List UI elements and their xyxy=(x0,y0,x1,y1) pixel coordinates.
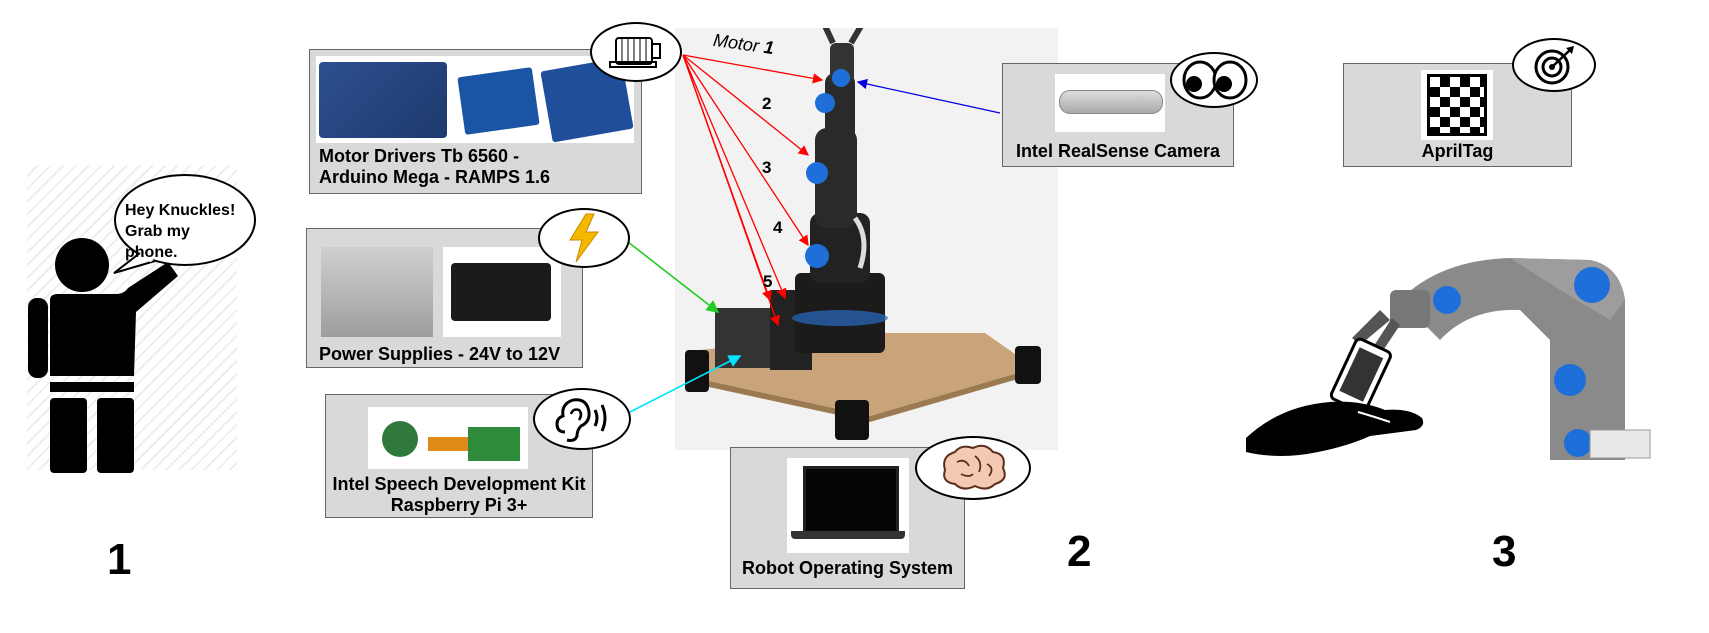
speech-kit-caption: Intel Speech Development Kit Raspberry P… xyxy=(326,474,592,516)
laptop-image xyxy=(787,458,909,553)
motor-label-3: 3 xyxy=(762,158,772,177)
handover-illustration xyxy=(1246,258,1651,460)
motor-drivers-images xyxy=(316,56,634,143)
speech-text: Hey Knuckles! Grab my phone. xyxy=(125,200,245,263)
stage-label-1: 1 xyxy=(107,535,132,584)
ear-icon-bubble xyxy=(533,388,631,450)
person-icon xyxy=(28,238,178,473)
speech-line-2: Grab my phone. xyxy=(125,223,190,261)
lightning-icon xyxy=(569,213,599,263)
motor-line-3 xyxy=(682,54,809,247)
ros-caption: Robot Operating System xyxy=(741,558,954,578)
motor-drivers-line-2: Arduino Mega - RAMPS 1.6 xyxy=(319,167,551,187)
speech-kit-line-2: Raspberry Pi 3+ xyxy=(390,495,528,515)
stage-label-3: 3 xyxy=(1492,527,1517,576)
speech-line-1: Hey Knuckles! xyxy=(125,202,236,219)
speech-bubble xyxy=(113,174,256,274)
speech-line xyxy=(629,355,742,413)
camera-box: Intel RealSense Camera xyxy=(1002,63,1234,167)
apriltag-caption: AprilTag xyxy=(1421,141,1494,161)
motor-drivers-box: Motor Drivers Tb 6560 - Arduino Mega - R… xyxy=(309,49,642,194)
power-supplies-box: Power Supplies - 24V to 12V xyxy=(306,228,583,368)
motor-drivers-caption: Motor Drivers Tb 6560 - Arduino Mega - R… xyxy=(319,146,641,188)
arduino-image xyxy=(457,67,540,135)
power-caption: Power Supplies - 24V to 12V xyxy=(319,344,561,364)
apriltag-image xyxy=(1421,70,1493,140)
apriltag-box: AprilTag xyxy=(1343,63,1572,167)
speech-kit-image xyxy=(368,407,528,469)
motor-icon xyxy=(609,37,661,68)
brain-icon xyxy=(943,444,1006,490)
brain-icon-bubble xyxy=(915,436,1031,500)
motor-drivers-line-1: Motor Drivers Tb 6560 - xyxy=(319,146,520,166)
eyes-icon xyxy=(1182,60,1248,100)
target-icon xyxy=(1534,46,1574,85)
motor-label-5: 5 xyxy=(763,272,773,291)
motor-icon-bubble xyxy=(590,22,682,82)
robot-arm-illustration xyxy=(685,28,1041,440)
power-line xyxy=(627,241,720,313)
speech-kit-line-1: Intel Speech Development Kit xyxy=(332,474,586,494)
motor-line-4 xyxy=(682,54,787,300)
psu-image-1 xyxy=(321,247,433,337)
eyes-icon-bubble xyxy=(1170,52,1258,108)
motor-line-5b xyxy=(682,54,772,302)
driver-board-image xyxy=(319,62,447,138)
ros-box: Robot Operating System xyxy=(730,447,965,589)
motor-label-2: 2 xyxy=(762,94,772,113)
camera-line xyxy=(856,78,1001,114)
motor-line-1 xyxy=(682,54,824,84)
psu-image-2 xyxy=(443,247,561,337)
camera-caption: Intel RealSense Camera xyxy=(1015,141,1221,161)
motor-line-2 xyxy=(682,54,810,156)
target-icon-bubble xyxy=(1512,38,1596,92)
stage-label-2: 2 xyxy=(1067,527,1092,576)
ear-icon xyxy=(555,398,607,442)
lightning-icon-bubble xyxy=(538,208,630,268)
speech-kit-box: Intel Speech Development Kit Raspberry P… xyxy=(325,394,593,518)
camera-image xyxy=(1055,74,1165,132)
motor-label-4: 4 xyxy=(773,218,783,237)
motor-lines xyxy=(682,54,824,327)
